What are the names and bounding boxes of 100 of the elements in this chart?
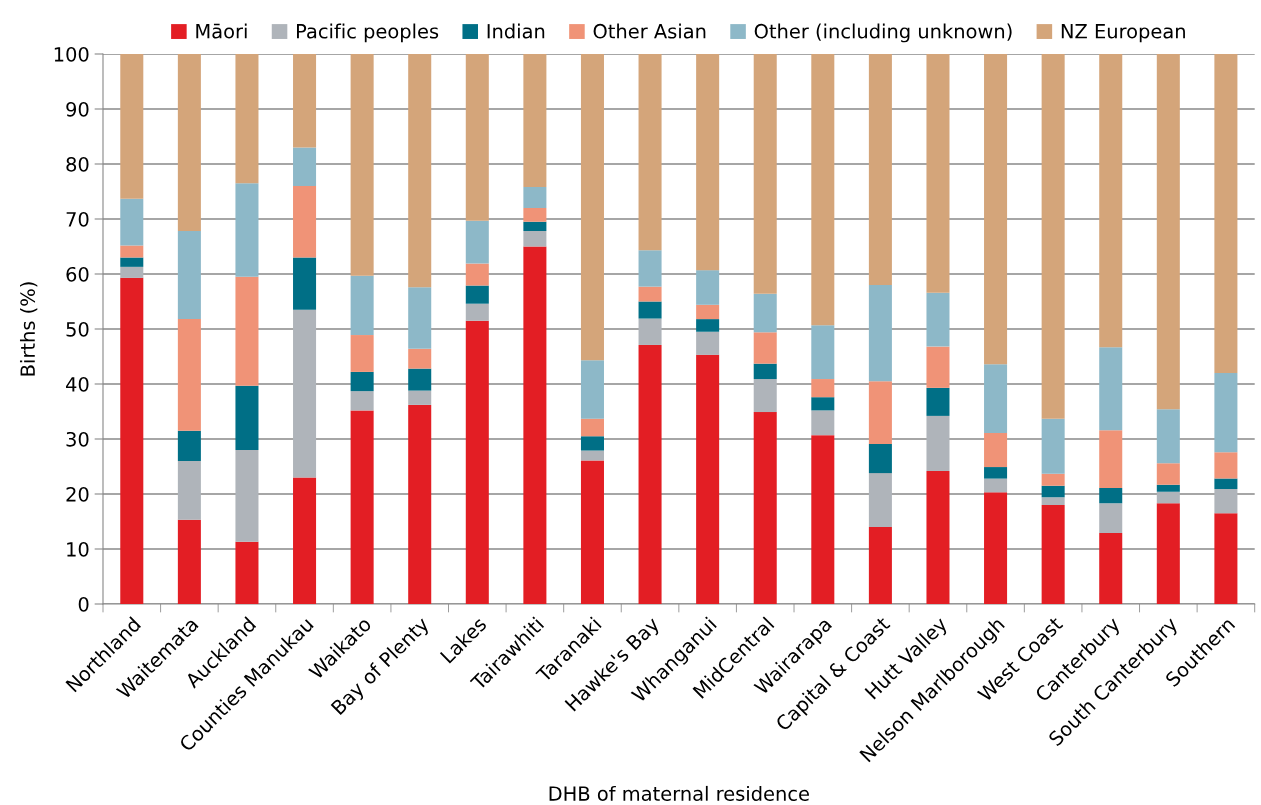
bar	[408, 390, 432, 405]
y-tick-label: 90	[66, 101, 89, 117]
y-tick-label: 20	[66, 486, 89, 502]
bar	[408, 368, 432, 391]
y-tick-label: 80	[66, 156, 89, 172]
legend-label: Pacific peoples	[297, 23, 439, 43]
bar	[120, 266, 144, 278]
bar	[753, 412, 777, 604]
bar	[811, 397, 835, 411]
bar	[293, 309, 317, 478]
bar	[465, 320, 489, 604]
legend-label: NZ European	[1061, 24, 1185, 43]
bar	[1099, 430, 1123, 488]
bar	[1156, 463, 1180, 485]
bar	[177, 231, 201, 320]
bar	[580, 460, 604, 604]
bar	[177, 461, 201, 520]
bar	[1156, 409, 1180, 464]
bar	[638, 344, 662, 604]
bar	[235, 541, 259, 604]
bar	[1099, 503, 1123, 534]
bar	[408, 404, 432, 604]
y-tick-label: 10	[67, 541, 89, 557]
bar	[1099, 487, 1123, 504]
bar	[350, 371, 374, 392]
bar	[350, 335, 374, 372]
bar	[523, 187, 547, 208]
bar	[235, 385, 259, 450]
bar	[1214, 54, 1238, 373]
bar	[811, 410, 835, 436]
y-tick-label: 30	[66, 431, 89, 447]
y-tick-label: 50	[66, 321, 89, 337]
bar	[696, 319, 720, 332]
bar	[350, 391, 374, 411]
bar	[1156, 484, 1180, 492]
bar	[984, 478, 1008, 493]
bar	[926, 346, 950, 388]
bar	[984, 364, 1008, 433]
bar	[1041, 54, 1065, 419]
bar	[811, 325, 835, 380]
bar	[1099, 347, 1123, 431]
bar	[1099, 533, 1123, 604]
y-axis-title: Births (%)	[19, 282, 38, 376]
legend-label: Māori	[196, 23, 247, 39]
bar	[984, 492, 1008, 604]
y-tick-label: 40	[66, 376, 89, 392]
bar	[868, 381, 892, 444]
bar	[868, 527, 892, 604]
bar	[1041, 505, 1065, 604]
bar	[926, 470, 950, 604]
bar	[984, 54, 1008, 365]
bar	[235, 276, 259, 386]
bar	[293, 257, 317, 310]
bar	[1156, 54, 1180, 410]
bar	[350, 275, 374, 336]
bar	[350, 54, 374, 276]
bar	[235, 450, 259, 542]
bar	[696, 331, 720, 355]
bar	[984, 432, 1008, 468]
bar	[638, 250, 662, 287]
bar	[293, 147, 317, 186]
bar	[235, 54, 259, 184]
bar	[177, 519, 201, 604]
bar	[638, 301, 662, 319]
bar	[753, 379, 777, 413]
bar	[408, 348, 432, 369]
bar	[408, 287, 432, 349]
bar	[523, 54, 547, 188]
bar	[1214, 478, 1238, 490]
bar	[580, 436, 604, 451]
bar	[811, 379, 835, 398]
bar	[293, 186, 317, 258]
bar	[120, 277, 144, 604]
bar	[868, 54, 892, 285]
bar	[293, 54, 317, 148]
bar	[465, 54, 489, 221]
y-tick-label: 70	[66, 211, 89, 227]
bar	[1099, 54, 1123, 348]
bar	[696, 270, 720, 305]
bar	[523, 221, 547, 232]
bar	[638, 54, 662, 251]
bar	[696, 54, 720, 271]
bar	[696, 354, 720, 604]
bar	[350, 410, 374, 604]
bar	[753, 363, 777, 380]
bar	[753, 332, 777, 364]
y-tick-label: 60	[66, 266, 89, 282]
legend-label: Other (including unknown)	[754, 23, 1012, 43]
bar	[926, 387, 950, 416]
bar	[638, 318, 662, 345]
bar	[926, 292, 950, 347]
bar	[868, 285, 892, 382]
x-axis-title: DHB of maternal residence	[549, 785, 809, 801]
bar	[811, 435, 835, 604]
bar	[120, 198, 144, 246]
bar	[465, 263, 489, 286]
bar	[1041, 473, 1065, 486]
bar	[1156, 503, 1180, 604]
bar	[984, 467, 1008, 479]
bar	[523, 246, 547, 604]
